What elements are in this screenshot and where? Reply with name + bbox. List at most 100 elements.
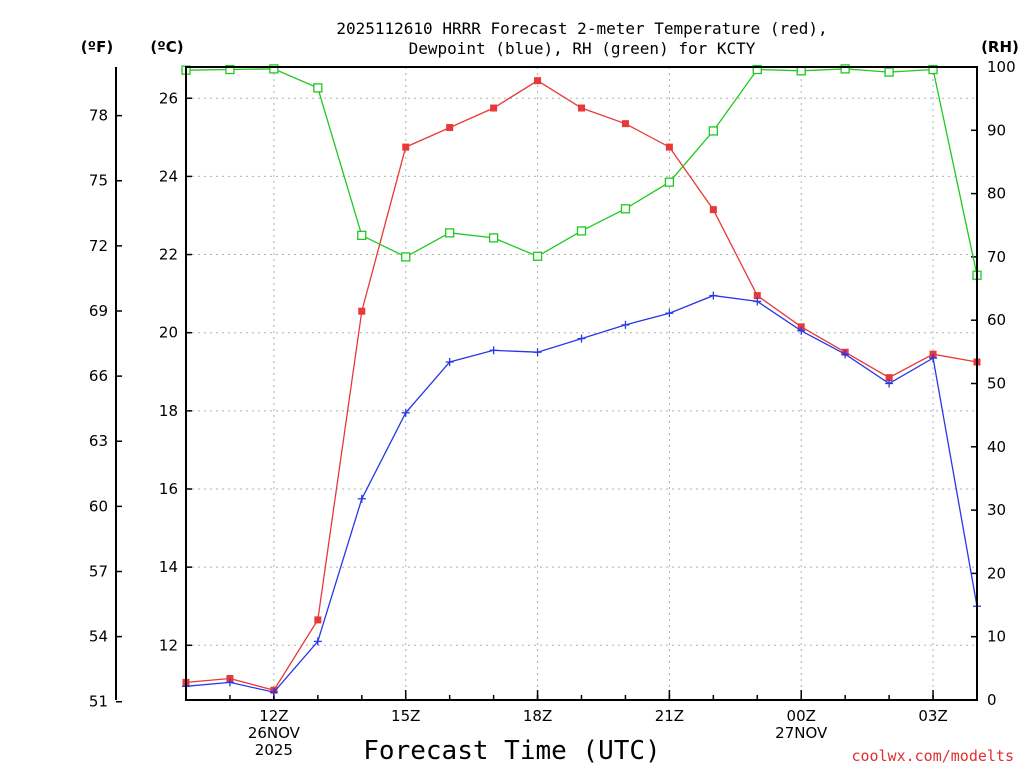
- temperature-point: [534, 77, 542, 85]
- chart-title-line-2: Dewpoint (blue), RH (green) for KCTY: [409, 39, 756, 58]
- dewpoint-point: [313, 637, 322, 646]
- temperature-point: [490, 104, 498, 112]
- fahrenheit-tick-label: 63: [89, 432, 108, 450]
- time-tick-label: 12Z: [259, 707, 288, 725]
- celsius-tick-label: 20: [159, 324, 178, 342]
- dewpoint-point: [929, 354, 938, 363]
- fahrenheit-tick-label: 78: [89, 107, 108, 125]
- time-tick-label: 21Z: [655, 707, 684, 725]
- time-tick-label: 00Z: [787, 707, 816, 725]
- rh-point: [445, 228, 455, 238]
- temperature-point: [665, 143, 673, 151]
- rh-tick-label: 70: [987, 248, 1006, 266]
- rh-tick-label: 100: [987, 58, 1016, 76]
- rh-point: [840, 64, 850, 74]
- celsius-unit-label: (ºC): [150, 38, 183, 56]
- time-tick-label: 27NOV: [775, 724, 828, 742]
- rh-point: [752, 64, 762, 75]
- series-temperature: [182, 77, 981, 694]
- rh-point: [532, 251, 543, 261]
- rh-tick-label: 80: [987, 185, 1006, 203]
- fahrenheit-tick-label: 69: [89, 302, 108, 320]
- dewpoint-point: [269, 688, 278, 697]
- celsius-tick-label: 24: [159, 167, 178, 185]
- source-credit: coolwx.com/modelts: [851, 747, 1014, 765]
- fahrenheit-tick-label: 54: [89, 628, 108, 646]
- celsius-tick-label: 26: [159, 89, 178, 107]
- fahrenheit-tick-label: 57: [89, 562, 108, 580]
- temperature-point: [709, 206, 717, 214]
- fahrenheit-tick-label: 60: [89, 497, 108, 515]
- temperature-point: [402, 143, 410, 151]
- celsius-axis: 12 14 16 18 20 22 24 26: [159, 89, 192, 654]
- dewpoint-point: [357, 494, 366, 503]
- chart-title-line-1: 2025112610 HRRR Forecast 2-meter Tempera…: [336, 19, 827, 38]
- rh-point: [576, 226, 587, 236]
- rh-tick-label: 0: [987, 691, 997, 709]
- fahrenheit-axis: 51 54 57 60 63 66 69 72 75 78: [89, 67, 122, 711]
- celsius-tick-label: 12: [159, 636, 178, 654]
- dewpoint-point: [533, 348, 542, 357]
- temperature-point: [578, 104, 585, 112]
- rh-tick-label: 10: [987, 628, 1006, 646]
- series-rh: [181, 64, 982, 280]
- dewpoint-point: [225, 678, 234, 687]
- temperature-point: [885, 374, 893, 382]
- temperature-point: [314, 616, 322, 624]
- rh-point: [708, 126, 718, 136]
- rh-tick-label: 60: [987, 311, 1006, 329]
- time-tick-label: 03Z: [918, 707, 947, 725]
- celsius-tick-label: 18: [159, 402, 178, 420]
- temperature-point: [358, 307, 366, 315]
- fahrenheit-unit-label: (ºF): [81, 38, 113, 56]
- rh-point: [664, 177, 675, 187]
- dewpoint-point: [621, 320, 630, 329]
- series-layer: [181, 64, 982, 697]
- fahrenheit-tick-label: 51: [89, 693, 108, 711]
- rh-point: [225, 64, 235, 75]
- dewpoint-point: [841, 350, 850, 359]
- temperature-point: [446, 124, 454, 132]
- rh-point: [620, 204, 631, 214]
- rh-tick-label: 20: [987, 564, 1006, 582]
- celsius-tick-label: 16: [159, 480, 178, 498]
- rh-line: [185, 68, 978, 276]
- dewpoint-point: [577, 334, 586, 343]
- rh-point: [357, 230, 367, 241]
- fahrenheit-tick-label: 72: [89, 237, 108, 255]
- rh-point: [488, 233, 499, 243]
- rh-tick-label: 40: [987, 438, 1006, 456]
- fahrenheit-tick-label: 66: [89, 367, 108, 385]
- time-tick-label: 15Z: [391, 707, 420, 725]
- dewpoint-point: [885, 379, 894, 388]
- dewpoint-line: [185, 294, 978, 693]
- dewpoint-point: [665, 309, 674, 318]
- rh-unit-label: (RH): [981, 38, 1019, 56]
- temperature-point: [753, 292, 761, 300]
- rh-tick-label: 30: [987, 501, 1006, 519]
- fahrenheit-tick-label: 75: [89, 172, 108, 190]
- dewpoint-point: [401, 408, 410, 417]
- time-tick-label: 2025: [255, 741, 293, 759]
- dewpoint-point: [489, 346, 498, 355]
- temperature-line: [185, 79, 978, 691]
- rh-point: [313, 83, 323, 93]
- temperature-point: [621, 120, 629, 128]
- time-tick-label: 26NOV: [248, 724, 301, 742]
- rh-axis: 0 10 20 30 40 50 60 70 80 90 100: [971, 58, 1016, 709]
- series-dewpoint: [182, 291, 981, 697]
- rh-tick-label: 90: [987, 121, 1006, 139]
- x-axis-title: Forecast Time (UTC): [363, 736, 660, 766]
- dewpoint-point: [709, 291, 718, 300]
- rh-tick-label: 50: [987, 375, 1006, 393]
- celsius-tick-label: 14: [159, 558, 178, 576]
- grid-layer: [186, 67, 977, 700]
- rh-point: [401, 252, 411, 262]
- time-tick-label: 18Z: [523, 707, 552, 725]
- plot-frame: [185, 66, 978, 701]
- rh-point: [884, 67, 894, 77]
- rh-point: [928, 64, 938, 75]
- rh-point: [269, 64, 279, 74]
